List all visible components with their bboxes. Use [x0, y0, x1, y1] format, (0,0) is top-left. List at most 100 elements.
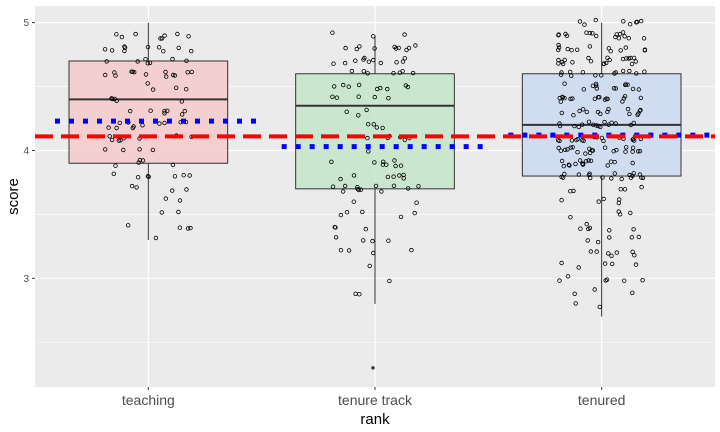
data-point [590, 31, 595, 36]
data-point [586, 119, 592, 124]
data-point [367, 263, 372, 269]
data-point [351, 199, 356, 204]
data-point [188, 48, 194, 54]
data-point [137, 157, 143, 163]
box-tenured [521, 22, 682, 317]
data-point [185, 70, 190, 75]
data-point [170, 56, 175, 62]
data-point [102, 147, 108, 152]
data-point [568, 145, 573, 150]
data-point [594, 86, 599, 91]
data-point [143, 57, 148, 62]
data-point [637, 148, 643, 154]
data-point [587, 30, 593, 36]
data-point [558, 148, 564, 153]
data-point [366, 59, 372, 64]
data-point [633, 59, 638, 64]
x-tick-label: tenured [578, 392, 625, 408]
data-point [145, 81, 150, 86]
data-point [189, 69, 194, 75]
data-point [184, 58, 189, 63]
data-point [565, 147, 570, 152]
data-point [560, 94, 565, 100]
data-point [341, 82, 346, 88]
data-point [114, 32, 119, 37]
data-point [157, 121, 162, 126]
data-point [413, 43, 418, 48]
data-point [185, 226, 191, 231]
data-point [410, 70, 416, 76]
data-point [148, 108, 153, 113]
data-point [156, 45, 162, 50]
data-point [569, 73, 574, 78]
data-point [630, 145, 636, 150]
data-point [175, 31, 180, 37]
data-point [628, 122, 634, 128]
data-point [580, 122, 585, 127]
data-point [613, 70, 618, 75]
data-point [135, 59, 140, 64]
data-point [409, 247, 414, 253]
data-point [598, 111, 603, 116]
box-body [68, 60, 229, 164]
data-point [586, 226, 591, 232]
data-point [640, 278, 645, 283]
data-point [593, 81, 599, 87]
data-point [588, 249, 593, 254]
data-point [627, 111, 632, 117]
data-point [581, 138, 586, 143]
data-point [356, 187, 361, 193]
data-point [356, 94, 361, 99]
data-point [562, 81, 567, 86]
data-point [107, 134, 112, 139]
data-point [558, 72, 564, 77]
data-point [374, 125, 379, 130]
data-point [597, 304, 602, 310]
data-point [397, 173, 402, 178]
y-tick-label: 3 [23, 274, 29, 285]
data-point [170, 162, 176, 167]
data-point [344, 109, 349, 114]
data-point [150, 87, 156, 92]
data-point [604, 60, 609, 66]
data-point [163, 69, 168, 75]
data-point [380, 125, 385, 131]
data-point [613, 86, 618, 91]
y-axis-title: score [5, 178, 22, 215]
data-point [607, 235, 612, 240]
data-point [361, 57, 366, 62]
data-point [556, 145, 561, 151]
data-point [563, 147, 568, 152]
data-point [575, 47, 580, 52]
jitter-points [102, 17, 648, 310]
data-point [565, 274, 571, 279]
data-point [622, 187, 628, 192]
data-point [131, 124, 136, 129]
data-point [378, 85, 383, 91]
data-point [387, 278, 392, 284]
data-point [385, 86, 390, 92]
data-point [588, 158, 594, 163]
data-point [349, 68, 355, 74]
data-point [589, 147, 594, 153]
data-point [402, 56, 407, 61]
data-point [340, 189, 346, 194]
data-point [624, 145, 629, 150]
data-point [614, 32, 619, 37]
data-point [605, 55, 610, 60]
data-point [109, 96, 114, 101]
data-point [609, 253, 614, 258]
data-point [406, 45, 412, 51]
data-point [627, 22, 633, 27]
data-point [153, 235, 159, 241]
data-point [606, 251, 611, 256]
data-point [397, 70, 403, 75]
data-point [586, 158, 591, 163]
data-point [150, 147, 156, 153]
data-point [371, 122, 376, 127]
data-point [338, 176, 343, 182]
data-point [403, 83, 409, 88]
data-point [626, 56, 631, 61]
data-point [163, 74, 169, 79]
data-point [570, 96, 575, 101]
